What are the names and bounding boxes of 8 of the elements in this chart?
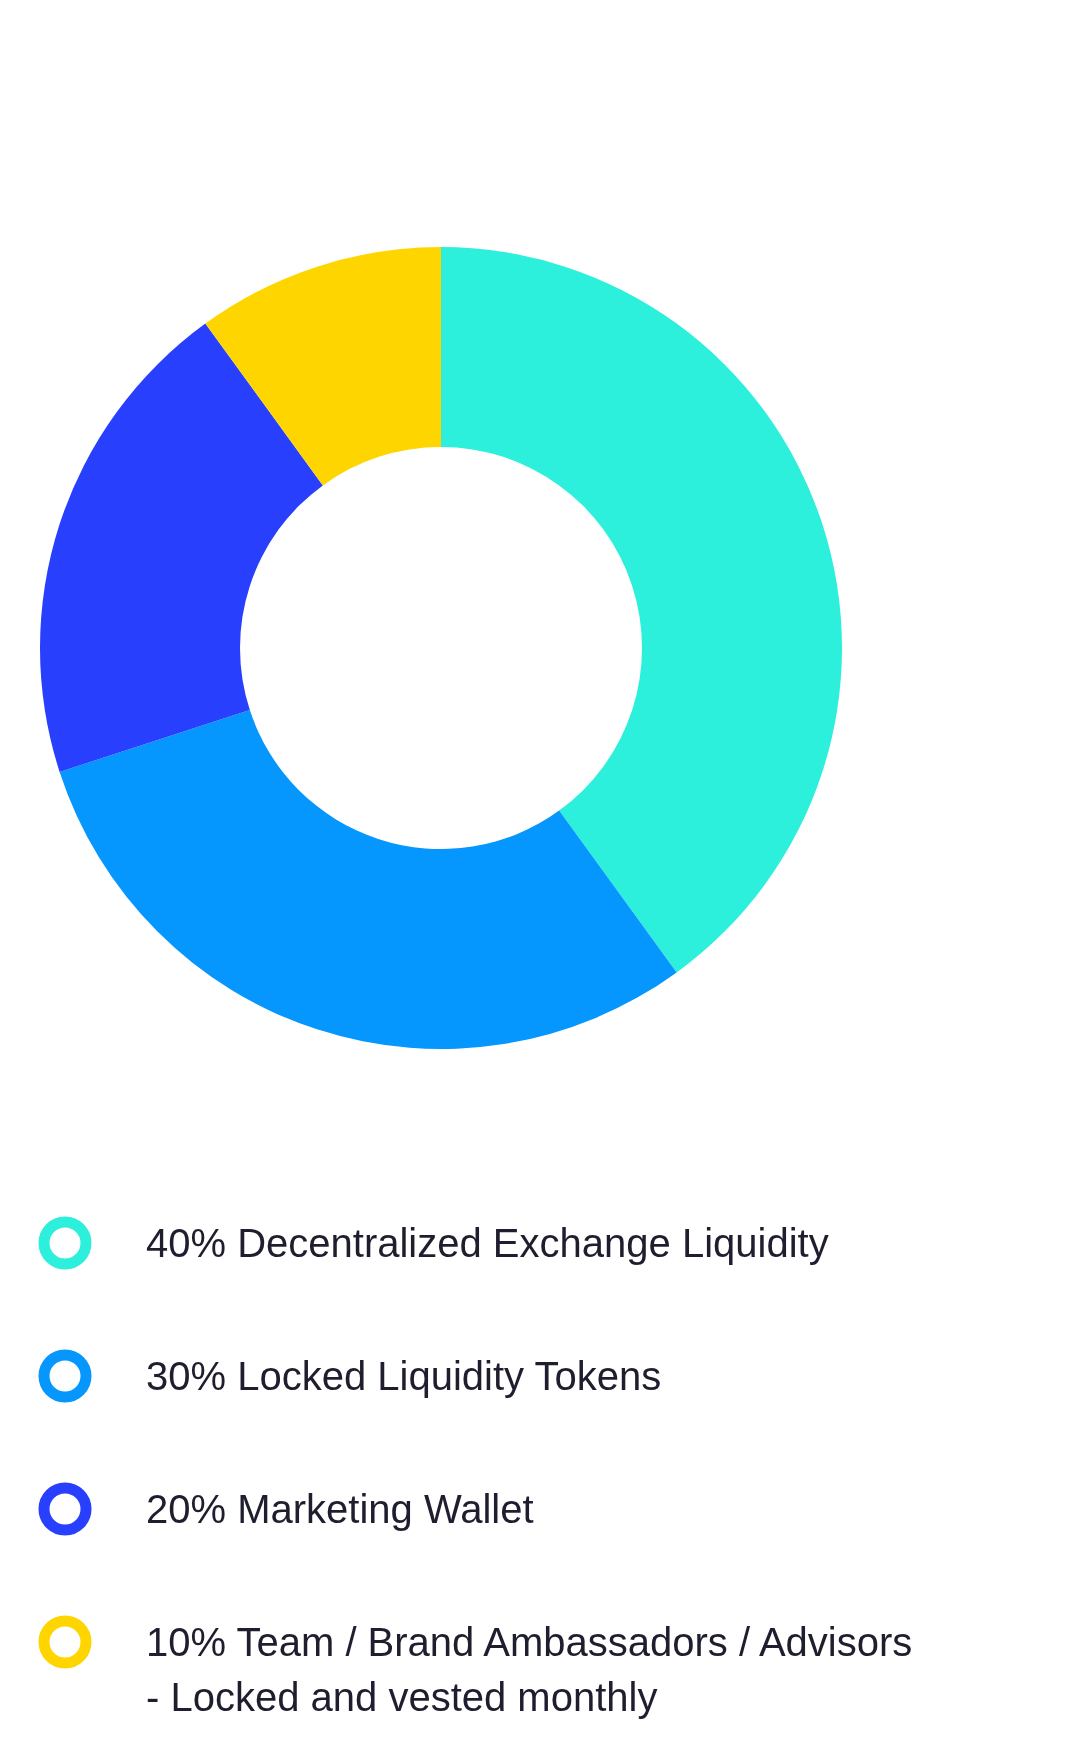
donut-slice: [441, 247, 842, 973]
legend-label: 30% Locked Liquidity Tokens: [146, 1354, 662, 1398]
donut-slice: [40, 323, 323, 772]
donut-slice: [205, 247, 441, 486]
legend-label: 40% Decentralized Exchange Liquidity: [146, 1221, 829, 1265]
legend-label: 20% Marketing Wallet: [146, 1487, 534, 1531]
legend-label: 10% Team / Brand Ambassadors / Advisors - Locked and vested monthly: [146, 1620, 913, 1719]
donut-slice: [59, 710, 677, 1049]
